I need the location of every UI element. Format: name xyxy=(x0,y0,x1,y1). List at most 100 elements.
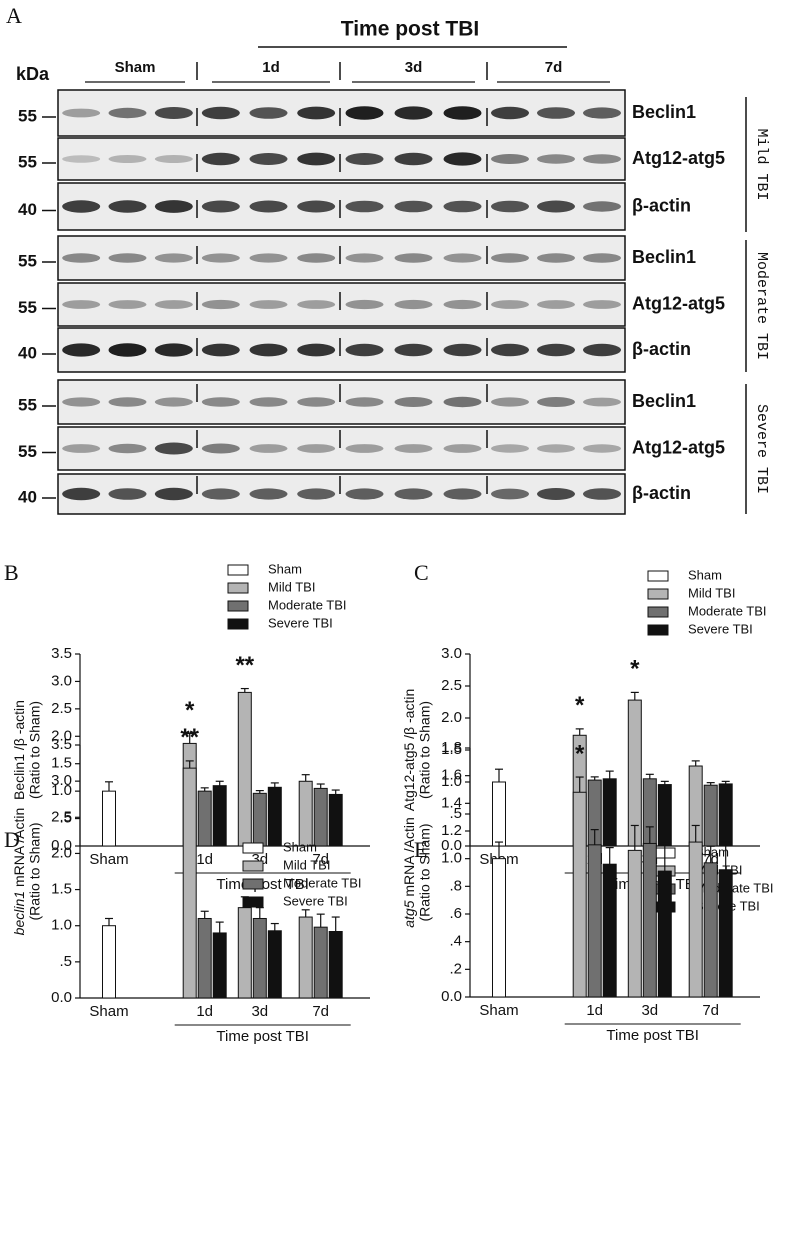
x-tick-label: Sham xyxy=(89,1003,128,1020)
blot-band xyxy=(537,488,575,500)
y-tick-label: 1.8 xyxy=(441,739,462,756)
legend-label: Severe TBI xyxy=(688,621,753,636)
blot-band xyxy=(537,253,575,263)
row-label: β-actin xyxy=(632,339,691,359)
mw-label: 40 xyxy=(18,487,37,506)
legend-swatch xyxy=(242,842,264,854)
blot-band xyxy=(345,253,384,263)
blot-strip xyxy=(57,137,626,181)
mw-label: 40 xyxy=(18,200,37,219)
y-tick-label: 1.5 xyxy=(51,755,72,772)
legend-label: Mild TBI xyxy=(688,585,735,600)
x-tick-label: 7d xyxy=(312,851,329,868)
y-axis-label: Beclin1 /β -actin xyxy=(11,700,27,800)
blot-strip xyxy=(57,327,626,373)
legend-label: Severe TBI xyxy=(268,615,333,630)
row-label: Beclin1 xyxy=(632,247,696,267)
y-tick-label: 3.0 xyxy=(51,772,72,789)
blot-strip xyxy=(57,379,626,425)
significance-mark: ** xyxy=(180,724,199,751)
blot-strip xyxy=(57,473,626,515)
blot-band xyxy=(108,107,147,119)
blot-band xyxy=(443,200,482,213)
blot-strip xyxy=(57,182,626,231)
blot-band xyxy=(583,253,621,263)
y-tick-label: 1.6 xyxy=(441,767,462,784)
y-tick-label: .5 xyxy=(59,953,72,970)
bar xyxy=(237,907,252,999)
blot-band xyxy=(108,397,147,407)
blot-band xyxy=(249,343,288,357)
blot-band xyxy=(62,343,101,357)
blot-band xyxy=(62,487,101,501)
legend-swatch xyxy=(227,582,249,594)
y-tick-label: .5 xyxy=(59,810,72,827)
blot-band xyxy=(108,253,147,263)
blot-band xyxy=(537,397,575,407)
panel-letter: D xyxy=(4,827,20,852)
x-axis-label: Time post TBI xyxy=(606,1027,699,1044)
bar xyxy=(252,917,267,999)
blot-band xyxy=(297,253,336,263)
blot-band xyxy=(108,443,147,454)
blot-band xyxy=(62,300,101,309)
legend-swatch xyxy=(242,878,264,890)
blot-band xyxy=(583,107,621,119)
bar xyxy=(602,778,617,847)
blot-band xyxy=(394,444,433,453)
blot-band xyxy=(154,397,193,407)
blot-band xyxy=(537,154,575,164)
blot-band xyxy=(394,299,433,310)
blot-band xyxy=(62,397,101,407)
bar xyxy=(313,926,328,999)
y-tick-label: 3.5 xyxy=(51,645,72,662)
blot-band xyxy=(297,106,336,120)
y-axis-text: Beclin1 /β -actin xyxy=(11,700,27,800)
group-label: 1d xyxy=(262,59,280,76)
bar xyxy=(267,786,282,847)
x-tick-label: Sham xyxy=(89,851,128,868)
y-tick-label: 1.5 xyxy=(51,881,72,898)
blot-band xyxy=(108,343,147,357)
legend-label: Severe TBI xyxy=(283,893,348,908)
row-label: β-actin xyxy=(632,195,691,215)
y-tick-label: 1.0 xyxy=(441,850,462,867)
bar xyxy=(237,691,252,847)
bar xyxy=(718,869,733,998)
gene-name: beclin1 xyxy=(11,891,27,935)
legend-swatch xyxy=(647,606,669,618)
legend-label: Sham xyxy=(688,567,722,582)
blot-band xyxy=(491,200,529,213)
blot-band xyxy=(443,343,482,357)
legend-swatch xyxy=(242,860,264,872)
blot-band xyxy=(345,153,384,165)
blot-band xyxy=(394,200,433,213)
bar xyxy=(703,862,718,998)
blot-band xyxy=(394,253,433,263)
blot-band xyxy=(394,106,433,120)
y-tick-label: 0.0 xyxy=(51,837,72,854)
y-tick-label: 2.0 xyxy=(51,844,72,861)
blot-band xyxy=(201,253,240,263)
y-tick-label: 3.0 xyxy=(441,645,462,662)
y-tick-label: 2.5 xyxy=(51,808,72,825)
bar xyxy=(212,932,227,999)
y-tick-label: 3.0 xyxy=(51,672,72,689)
legend-swatch xyxy=(647,588,669,600)
bar xyxy=(328,793,343,847)
x-axis-label: Time post TBI xyxy=(216,1028,309,1045)
blot-band xyxy=(443,299,482,310)
bar xyxy=(627,699,642,847)
blot-band xyxy=(491,253,529,263)
blot-band xyxy=(249,200,288,213)
blot-band xyxy=(154,300,193,309)
blot-band xyxy=(154,107,193,119)
blot-band xyxy=(583,300,621,309)
blot-strip xyxy=(57,426,626,471)
blot-band xyxy=(108,300,147,309)
y-axis-sublabel: (Ratio to Sham) xyxy=(417,701,433,799)
blot-band xyxy=(297,200,336,213)
legend-swatch xyxy=(227,618,249,630)
legend-swatch xyxy=(647,570,669,582)
